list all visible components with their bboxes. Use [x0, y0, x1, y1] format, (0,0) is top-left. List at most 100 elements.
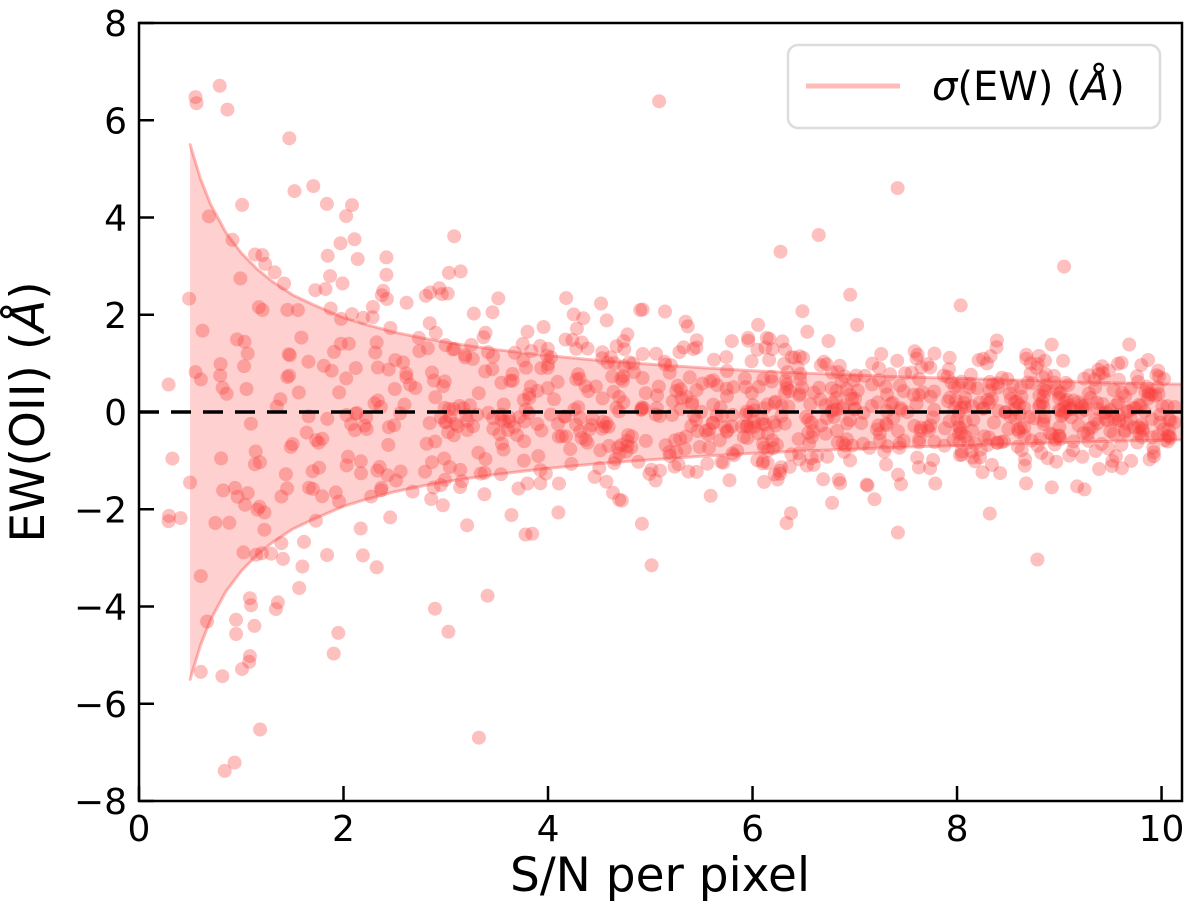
scatter-point — [334, 311, 349, 326]
scatter-point — [804, 415, 819, 430]
scatter-point — [744, 386, 759, 400]
scatter-point — [519, 360, 533, 375]
scatter-point — [867, 492, 882, 507]
scatter-point — [376, 283, 391, 298]
scatter-point — [1157, 433, 1172, 448]
scatter-point — [1098, 372, 1112, 387]
x-tick-label: 4 — [537, 809, 560, 850]
scatter-point — [195, 323, 210, 338]
scatter-point — [703, 488, 718, 503]
scatter-point — [566, 307, 581, 322]
scatter-point — [1044, 480, 1059, 495]
scatter-point — [860, 478, 875, 493]
scatter-point — [530, 417, 545, 431]
scatter-point — [726, 448, 741, 463]
scatter-point — [276, 551, 290, 566]
scatter-point — [893, 401, 908, 416]
scatter-point — [885, 395, 900, 410]
scatter-point — [540, 360, 555, 375]
scatter-point — [253, 455, 267, 470]
scatter-point — [534, 423, 549, 438]
scatter-point — [518, 527, 533, 542]
scatter-point — [1056, 407, 1071, 422]
scatter-point — [311, 435, 326, 450]
y-tick-label: 2 — [104, 296, 127, 337]
scatter-point — [1000, 372, 1015, 386]
scatter-point — [784, 506, 798, 521]
scatter-point — [255, 303, 270, 317]
scatter-point — [274, 536, 289, 551]
scatter-point — [964, 399, 979, 414]
scatter-point — [374, 480, 389, 495]
scatter-point — [426, 373, 441, 388]
scatter-point — [1134, 398, 1149, 413]
scatter-point — [662, 444, 677, 459]
scatter-point — [923, 389, 938, 404]
scatter-point — [1062, 448, 1077, 463]
scatter-point — [927, 346, 942, 361]
scatter-point — [949, 393, 963, 408]
scatter-point — [781, 399, 796, 414]
scatter-point — [782, 459, 797, 474]
scatter-point — [471, 386, 486, 401]
scatter-point — [183, 475, 197, 490]
x-tick-label: 10 — [1139, 809, 1185, 850]
scatter-point — [766, 441, 781, 456]
scatter-point — [572, 371, 587, 386]
scatter-point — [230, 489, 245, 504]
scatter-point — [1014, 389, 1029, 404]
scatter-point — [595, 351, 610, 366]
scatter-point — [208, 516, 223, 530]
scatter-point — [1114, 461, 1129, 476]
scatter-point — [564, 456, 579, 471]
scatter-point — [319, 196, 334, 211]
scatter-point — [595, 391, 610, 406]
scatter-point — [614, 493, 629, 508]
scatter-point — [1115, 386, 1130, 400]
scatter-point — [1162, 428, 1177, 443]
scatter-point — [1135, 430, 1149, 445]
scatter-point — [601, 419, 616, 434]
scatter-point — [690, 424, 705, 438]
scatter-point — [892, 440, 907, 455]
scatter-point — [689, 383, 704, 398]
scatter-point — [383, 510, 398, 525]
scatter-point — [968, 436, 982, 451]
scatter-point — [607, 356, 622, 371]
scatter-point — [1123, 412, 1138, 426]
scatter-point — [792, 446, 807, 461]
scatter-point — [445, 342, 460, 357]
scatter-point — [381, 420, 396, 435]
scatter-point — [428, 434, 443, 449]
scatter-point — [840, 432, 854, 447]
scatter-point — [747, 419, 762, 434]
scatter-point — [573, 410, 588, 425]
scatter-point — [830, 423, 845, 438]
scatter-point — [819, 411, 834, 425]
scatter-point — [460, 413, 475, 428]
scatter-point — [1144, 387, 1159, 402]
scatter-point — [865, 377, 880, 392]
scatter-point — [601, 438, 616, 453]
scatter-point — [1019, 476, 1034, 491]
scatter-point — [958, 429, 973, 444]
scatter-point — [1083, 391, 1098, 405]
scatter-point — [712, 433, 727, 448]
scatter-point — [441, 624, 456, 639]
scatter-point — [736, 430, 751, 445]
scatter-point — [422, 316, 437, 331]
scatter-point — [215, 380, 230, 395]
scatter-point — [1102, 363, 1116, 378]
scatter-point — [1145, 430, 1160, 445]
scatter-point — [663, 358, 678, 373]
scatter-point — [1047, 437, 1062, 452]
scatter-point — [1062, 398, 1077, 413]
scatter-point — [1141, 385, 1156, 400]
scatter-point — [1111, 356, 1125, 371]
scatter-point — [1132, 397, 1147, 412]
scatter-point — [399, 366, 414, 381]
scatter-point — [603, 350, 618, 365]
scatter-point — [775, 334, 790, 349]
scatter-point — [1151, 363, 1166, 378]
scatter-point — [497, 414, 512, 429]
